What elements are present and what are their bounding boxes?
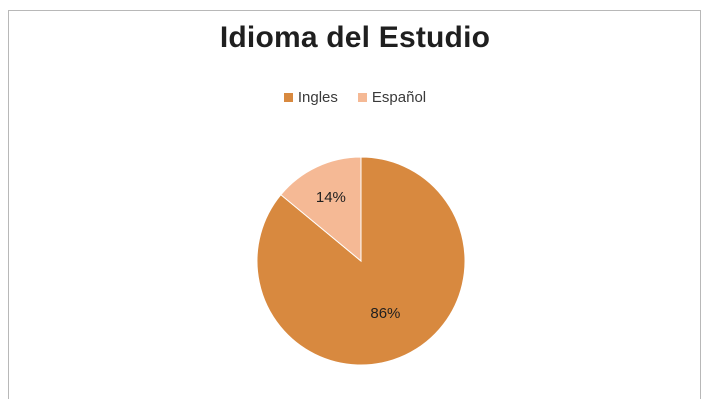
- chart-title: Idioma del Estudio: [219, 21, 491, 54]
- legend: Ingles Español: [0, 89, 710, 106]
- pie-slice-espanol: [280, 156, 362, 263]
- slice-label-espanol: 14%: [316, 189, 346, 206]
- legend-swatch-ingles: [283, 93, 293, 102]
- slice-label-ingles: 86%: [370, 305, 400, 322]
- legend-item-ingles: Ingles: [283, 89, 338, 106]
- legend-swatch-espanol: [357, 93, 367, 102]
- legend-label-espanol: Español: [371, 89, 427, 106]
- legend-label-ingles: Ingles: [297, 89, 338, 106]
- legend-item-espanol: Español: [357, 89, 427, 106]
